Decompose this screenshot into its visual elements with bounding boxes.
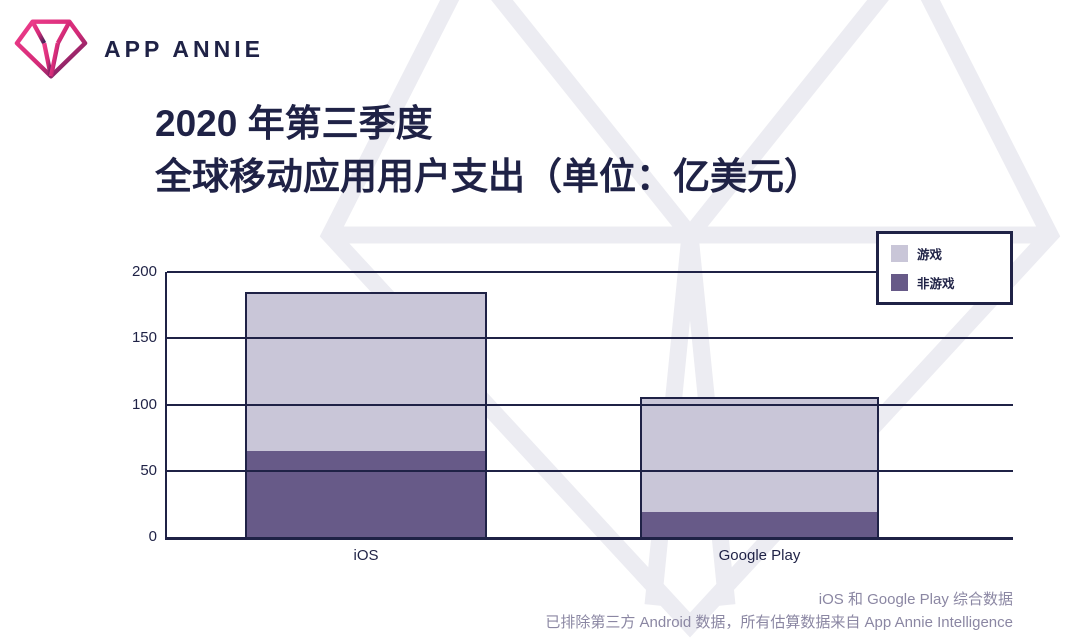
bar-segment-ios-非游戏 bbox=[247, 451, 485, 537]
x-category-label-google-play: Google Play bbox=[718, 547, 801, 564]
legend-swatch-nongames bbox=[891, 274, 908, 291]
chart-plot-area: 0 50 100 150 200 iOS Google Play bbox=[132, 263, 1013, 564]
x-category-label-ios: iOS bbox=[353, 547, 379, 564]
bar-segment-ios-游戏 bbox=[247, 294, 485, 451]
legend-item-games: 游戏 bbox=[891, 244, 998, 263]
y-tick-label-50: 50 bbox=[140, 461, 157, 479]
page-title: 2020 年第三季度 全球移动应用用户支出（单位：亿美元） bbox=[155, 98, 821, 203]
bar-ios bbox=[245, 292, 487, 537]
page-title-line1: 2020 年第三季度 bbox=[155, 103, 433, 144]
app-annie-logo: APP ANNIE bbox=[14, 16, 264, 82]
legend-swatch-games bbox=[891, 245, 908, 262]
footnote: iOS 和 Google Play 综合数据 已排除第三方 Android 数据… bbox=[545, 588, 1013, 635]
legend-item-nongames: 非游戏 bbox=[891, 273, 998, 292]
legend-label-games: 游戏 bbox=[917, 248, 943, 262]
diamond-logo-icon bbox=[14, 19, 88, 79]
bar-segment-google-play-游戏 bbox=[642, 399, 877, 512]
footnote-line2: 已排除第三方 Android 数据，所有估算数据来自 App Annie Int… bbox=[545, 614, 1013, 632]
y-tick-label-0: 0 bbox=[148, 528, 157, 545]
gridline-50 bbox=[167, 469, 1013, 472]
bar-google-play bbox=[640, 397, 879, 537]
footnote-line1: iOS 和 Google Play 综合数据 bbox=[818, 591, 1013, 608]
gridline-100 bbox=[167, 403, 1013, 406]
y-tick-label-200: 200 bbox=[131, 263, 157, 280]
gridline-150 bbox=[167, 337, 1013, 340]
gridline-200 bbox=[167, 271, 1013, 273]
y-tick-label-150: 150 bbox=[131, 329, 157, 347]
bar-segment-google-play-非游戏 bbox=[642, 512, 877, 537]
brand-wordmark: APP ANNIE bbox=[104, 35, 264, 62]
y-tick-label-100: 100 bbox=[131, 395, 157, 413]
chart-legend: 游戏 非游戏 bbox=[876, 231, 1013, 305]
legend-label-nongames: 非游戏 bbox=[917, 277, 955, 291]
page-title-line2: 全球移动应用用户支出（单位：亿美元） bbox=[155, 155, 821, 197]
